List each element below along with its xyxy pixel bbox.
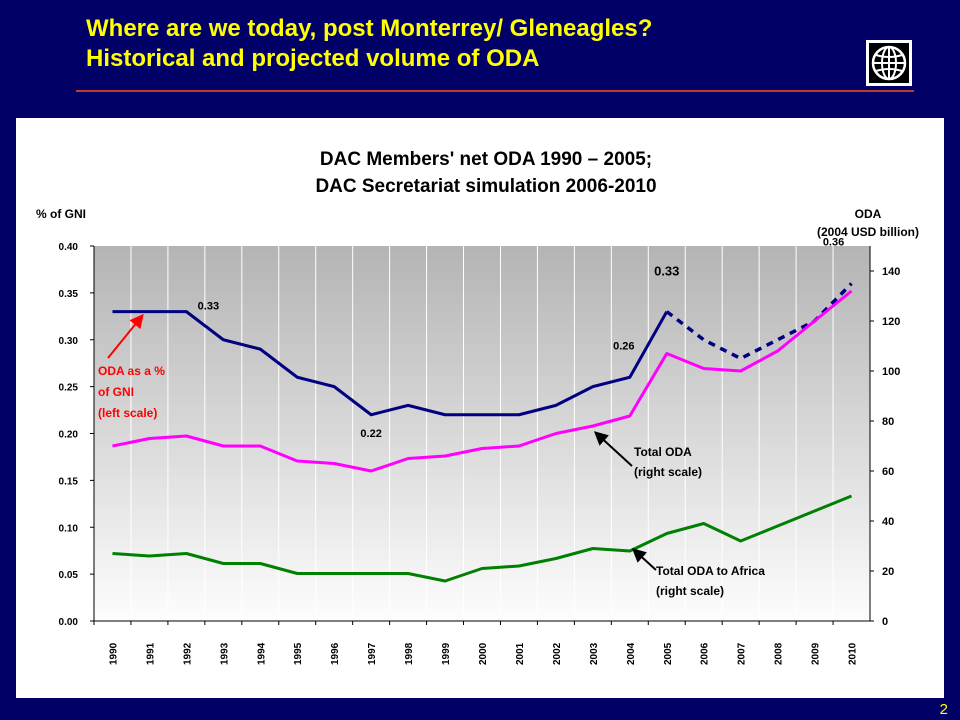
vertical-gridlines: [130, 246, 834, 621]
series-line-oda_gni-projected: [665, 282, 853, 361]
x-tick-label: 1999: [441, 642, 452, 665]
left-tick-label: 0.20: [59, 430, 79, 441]
left-axis-label: % of GNI: [36, 207, 86, 221]
oda-chart: DAC Members' net ODA 1990 – 2005; DAC Se…: [36, 149, 919, 665]
x-tick-label: 2006: [700, 642, 711, 665]
x-tick-label: 2007: [737, 642, 748, 665]
annotation-arrow-total-oda: [593, 431, 633, 467]
slide-title-line1: Where are we today, post Monterrey/ Glen…: [86, 15, 653, 42]
right-tick-label: 80: [882, 416, 894, 428]
x-tick-label: 2005: [663, 642, 674, 665]
right-tick-label: 120: [882, 316, 900, 328]
annotation-arrow-oda-africa: [631, 548, 657, 571]
axes: 0.00 0.05 0.10 0.15 0.20 0.25 0.30 0.35 0.40 0 20 4…: [59, 242, 901, 665]
x-tick-label: 1994: [256, 642, 267, 665]
left-tick-label: 0.40: [59, 242, 79, 253]
left-tick-label: 0.05: [59, 570, 79, 581]
data-labels: 0.33 0.22 0.26 0.33 0.36: [198, 237, 845, 440]
plot-area: [94, 246, 870, 621]
annotation-oda-gni-line: ODA as a %: [98, 364, 165, 378]
x-tick-label: 1991: [145, 642, 156, 665]
x-tick-label: 2003: [589, 642, 600, 665]
annotation-arrow-oda-gni: [107, 313, 144, 359]
x-tick-label: 1993: [219, 642, 230, 665]
data-label: 0.22: [360, 428, 381, 440]
right-tick-label: 60: [882, 466, 894, 478]
right-tick-label: 100: [882, 366, 900, 378]
x-tick-label: 2000: [478, 642, 489, 665]
series-line-total_oda: [112, 289, 853, 473]
annotation-total-oda-line: Total ODA: [634, 445, 692, 459]
page-number: 2: [939, 701, 948, 718]
annotation-total-oda-line: (right scale): [634, 465, 702, 479]
annotation-oda-gni-line: of GNI: [98, 385, 134, 399]
slide-title-line2: Historical and projected volume of ODA: [86, 45, 540, 72]
x-tick-label: 1995: [293, 642, 304, 665]
series-line-oda_gni: [112, 310, 669, 417]
annotations: ODA as a % of GNI (left scale) Total ODA (ri…: [98, 313, 765, 598]
left-tick-label: 0.25: [59, 383, 79, 394]
series-lines: [112, 282, 853, 583]
data-label: 0.33: [654, 264, 679, 279]
left-tick-label: 0.35: [59, 289, 79, 300]
right-axis-label-line2: (2004 USD billion): [817, 225, 919, 239]
x-tick-label: 1997: [367, 642, 378, 665]
right-axis-label-line1: ODA: [855, 207, 882, 221]
data-label: 0.33: [198, 301, 219, 313]
x-tick-label: 2002: [552, 642, 563, 665]
annotation-oda-africa-line: (right scale): [656, 584, 724, 598]
data-label: 0.36: [823, 237, 844, 249]
annotation-oda-gni-line: (left scale): [98, 406, 157, 420]
x-tick-label: 1996: [330, 642, 341, 665]
chart-title-line1: DAC Members' net ODA 1990 – 2005;: [320, 149, 652, 170]
left-tick-label: 0.15: [59, 476, 79, 487]
right-tick-label: 20: [882, 566, 894, 578]
left-tick-label: 0.30: [59, 336, 79, 347]
left-tick-label: 0.00: [59, 617, 79, 628]
title-underline: [76, 90, 914, 92]
x-tick-label: 1998: [404, 642, 415, 665]
x-tick-label: 2010: [848, 642, 859, 665]
right-tick-label: 0: [882, 616, 888, 628]
annotation-oda-africa-line: Total ODA to Africa: [656, 564, 765, 578]
series-line-oda_africa: [112, 494, 853, 583]
chart-title-line2: DAC Secretariat simulation 2006-2010: [315, 176, 656, 197]
right-tick-label: 140: [882, 266, 900, 278]
data-label: 0.26: [613, 340, 634, 352]
x-tick-label: 2009: [811, 642, 822, 665]
x-tick-label: 2004: [626, 642, 637, 665]
world-bank-globe-icon: [866, 40, 912, 86]
x-tick-label: 2008: [774, 642, 785, 665]
chart-panel: DAC Members' net ODA 1990 – 2005; DAC Se…: [16, 118, 944, 698]
x-tick-label: 1992: [182, 642, 193, 665]
x-tick-label: 2001: [515, 642, 526, 665]
right-tick-label: 40: [882, 516, 894, 528]
left-tick-label: 0.10: [59, 523, 79, 534]
x-tick-label: 1990: [108, 642, 119, 665]
slide-title: Where are we today, post Monterrey/ Glen…: [86, 14, 652, 74]
